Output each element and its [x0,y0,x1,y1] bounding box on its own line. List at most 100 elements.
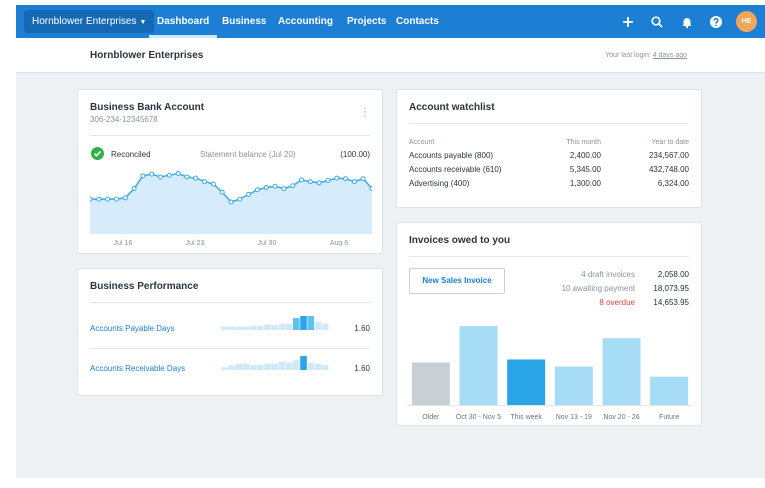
balance-point [334,175,340,181]
balance-point [325,177,331,183]
balance-point [175,170,181,176]
row-month: 2,400.00 [569,151,601,160]
account-number: 306-234-12345678 [90,115,158,124]
balance-point [237,196,243,202]
divider [90,302,370,303]
org-selector[interactable]: Hornblower Enterprises ▼ [24,10,155,33]
app-frame: Hornblower Enterprises ▼ Dashboard Busine… [16,5,765,478]
balance-point [360,176,366,182]
spark-bar [293,360,300,370]
spark-bar [300,356,307,370]
accounts-receivable-days-value: 1.60 [354,364,370,373]
x-tick-label: Jul 23 [186,240,205,246]
balance-point [369,186,372,192]
more-options-icon[interactable]: · · · [363,102,367,122]
invoices-owed-card: Invoices owed to you New Sales Invoice 4… [396,222,702,426]
bank-account-card: Business Bank Account 306-234-12345678 ·… [77,89,383,254]
balance-point [131,186,137,192]
balance-point [254,187,260,193]
spark-bar [285,323,293,330]
spark-bar [271,325,278,330]
nav-contacts[interactable]: Contacts [396,16,439,27]
reconciled-status: Reconciled [111,150,151,159]
org-selector-label: Hornblower Enterprises [32,16,137,27]
invoice-bar[interactable] [507,359,546,405]
balance-point [122,195,128,201]
awaiting-payment-label[interactable]: 10 awaiting payment [561,284,635,293]
spark-bar [221,326,228,330]
balance-point [351,179,357,185]
balance-point [316,180,322,186]
page-title: Hornblower Enterprises [90,50,204,61]
balance-point [202,179,208,185]
awaiting-payment-value: 18,073.95 [653,284,689,293]
divider [409,256,689,257]
nav-dashboard[interactable]: Dashboard [148,5,218,38]
balance-point [290,183,296,189]
bell-icon[interactable] [680,15,694,29]
spark-bar [293,318,300,330]
overdue-value: 14,653.95 [653,298,689,307]
last-login: Your last login: 4 days ago [605,52,687,59]
header-bar: Hornblower Enterprises Your last login: … [16,38,765,73]
x-tick-label: Jul 16 [114,240,133,246]
last-login-link[interactable]: 4 days ago [652,52,687,59]
payable-days-sparkbar [221,316,329,330]
x-tick-label: Future [659,414,679,421]
balance-point [90,196,93,202]
balance-line-chart: Jul 16 Jul 23 Jul 30 Aug 6 [90,170,372,246]
spark-bar [285,362,293,370]
spark-bar [242,326,250,330]
accounts-payable-days-link[interactable]: Accounts Payable Days [90,324,175,333]
accounts-payable-days-value: 1.60 [354,324,370,333]
help-icon[interactable] [709,15,723,29]
spark-bar [264,363,271,370]
row-account: Accounts payable (800) [409,151,494,160]
balance-point [149,171,155,177]
invoice-bar[interactable] [554,366,593,405]
nav-projects[interactable]: Projects [347,16,387,27]
row-account: Accounts receivable (610) [409,165,502,174]
invoice-bar[interactable] [650,376,689,405]
balance-point [158,174,163,180]
balance-point [299,177,304,183]
spark-bar [249,365,257,370]
x-tick-label: Jul 30 [258,240,277,246]
balance-point [105,196,111,202]
watchlist-card-title: Account watchlist [409,102,495,113]
x-tick-label: Nov 13 - 19 [556,414,592,421]
col-account: Account [409,139,435,146]
spark-bar [278,323,286,330]
x-tick-label: Oct 30 - Nov 5 [456,414,501,421]
invoice-bar[interactable] [602,338,641,405]
invoices-bar-chart: Older Oct 30 - Nov 5 This week Nov 13 - 19 N… [407,326,693,421]
accounts-receivable-days-link[interactable]: Accounts Receivable Days [90,364,186,373]
row-account: Advertising (400) [409,179,470,188]
balance-point [343,176,349,182]
balance-point [272,183,278,189]
invoice-bar[interactable] [459,326,498,405]
spark-bar [321,323,329,330]
col-this-month: This month [566,139,601,146]
invoice-bar[interactable] [411,362,450,405]
row-month: 1,300.00 [569,179,601,188]
balance-point [228,199,234,205]
overdue-label[interactable]: 8 overdue [599,298,635,307]
receivable-days-sparkbar [221,356,329,370]
nav-accounting[interactable]: Accounting [278,16,333,27]
draft-invoices-label[interactable]: 4 draft invoices [581,270,635,279]
row-month: 5,345.00 [569,165,601,174]
nav-business[interactable]: Business [222,16,267,27]
spark-bar [264,324,271,330]
balance-point [96,196,102,202]
search-icon[interactable] [650,15,664,29]
spark-bar [249,325,257,330]
balance-point [307,179,313,185]
divider [90,135,370,136]
col-year-to-date: Year to date [651,139,690,146]
plus-icon[interactable] [621,15,635,29]
balance-point [193,175,199,181]
divider [90,348,370,349]
avatar[interactable]: HE [736,11,757,32]
new-sales-invoice-button[interactable]: New Sales Invoice [409,268,505,294]
